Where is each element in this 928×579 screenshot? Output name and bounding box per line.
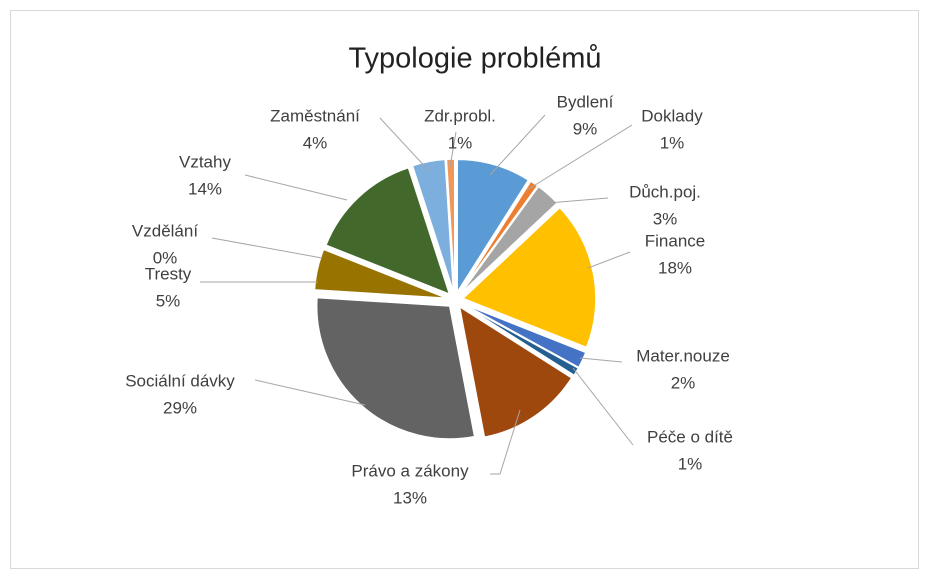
leader-line: [547, 197, 609, 204]
leader-line: [379, 117, 431, 173]
category-label: Vzdělání: [132, 221, 198, 240]
pie-slice: [323, 247, 448, 298]
value-label: 2%: [671, 373, 696, 392]
category-label: Tresty: [145, 264, 192, 283]
pie-slice: [445, 158, 456, 293]
category-label: Bydlení: [557, 92, 614, 111]
category-label: Sociální dávky: [125, 371, 235, 390]
leader-line: [449, 131, 457, 168]
leader-line: [587, 251, 631, 269]
leader-line: [526, 124, 633, 191]
leader-line: [490, 409, 521, 475]
value-label: 1%: [660, 133, 685, 152]
value-label: 3%: [653, 209, 678, 228]
value-label: 0%: [153, 248, 178, 267]
leader-line: [579, 357, 623, 363]
category-label: Doklady: [641, 106, 703, 125]
category-label: Mater.nouze: [636, 346, 730, 365]
value-label: 13%: [393, 488, 427, 507]
leader-line: [489, 114, 546, 176]
pie-slice: [458, 180, 539, 294]
value-label: 29%: [163, 398, 197, 417]
pie-slice: [459, 185, 559, 295]
leader-line: [254, 379, 366, 406]
category-label: Péče o dítě: [647, 427, 733, 446]
value-label: 9%: [573, 119, 598, 138]
pie-slice: [313, 248, 448, 300]
value-label: 14%: [188, 179, 222, 198]
category-label: Finance: [645, 231, 705, 250]
pie-slice: [324, 166, 451, 296]
value-label: 1%: [678, 454, 703, 473]
category-label: Zdr.probl.: [424, 106, 496, 125]
value-label: 18%: [658, 258, 692, 277]
category-label: Důch.poj.: [629, 182, 701, 201]
value-label: 5%: [156, 291, 181, 310]
pie-slice: [411, 158, 455, 293]
value-label: 4%: [303, 133, 328, 152]
chart-title: Typologie problémů: [348, 43, 601, 75]
category-label: Vztahy: [179, 152, 231, 171]
pie-slice: [461, 206, 597, 349]
leader-line: [211, 237, 323, 259]
pie-slice: [456, 158, 530, 295]
pie-slice: [458, 305, 573, 439]
leader-line: [572, 367, 634, 446]
leader-line: [244, 174, 348, 201]
value-label: 1%: [448, 133, 473, 152]
category-label: Právo a zákony: [351, 461, 469, 480]
category-label: Zaměstnání: [270, 106, 360, 125]
pie-slice: [315, 296, 476, 440]
pie-slice: [461, 302, 587, 369]
